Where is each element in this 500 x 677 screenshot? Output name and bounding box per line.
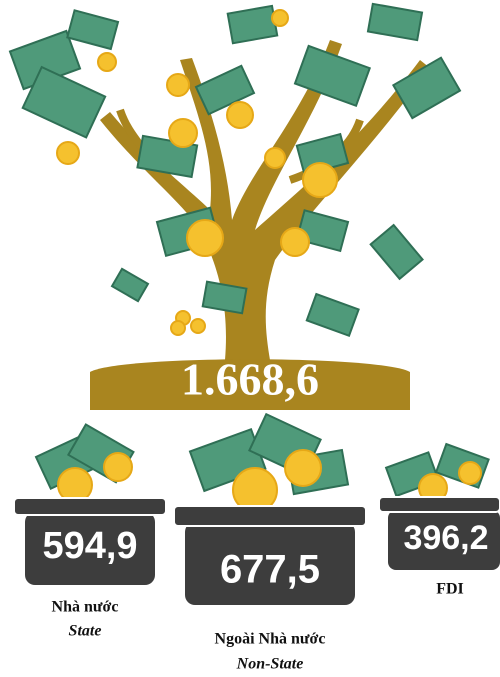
label: Ngoài Nhà nước [215, 631, 326, 648]
label: Nhà nước [52, 599, 119, 616]
pot-non-state: 677,5 [174, 414, 366, 605]
coins [57, 10, 337, 335]
value: 396,2 [403, 519, 488, 557]
label: FDI [436, 581, 464, 598]
bills [10, 4, 460, 336]
value: 594,9 [42, 525, 137, 567]
label-en: State [69, 623, 102, 640]
label-en: Non-State [236, 656, 304, 673]
value: 677,5 [220, 548, 320, 592]
total-value: 1.668,6 [181, 354, 319, 405]
infographic: 1.668,6 594,9 Nhà nước State 677,5 Ngoài… [0, 0, 500, 677]
pot-fdi: 396,2 [379, 444, 500, 570]
pot-state: 594,9 [14, 425, 166, 585]
